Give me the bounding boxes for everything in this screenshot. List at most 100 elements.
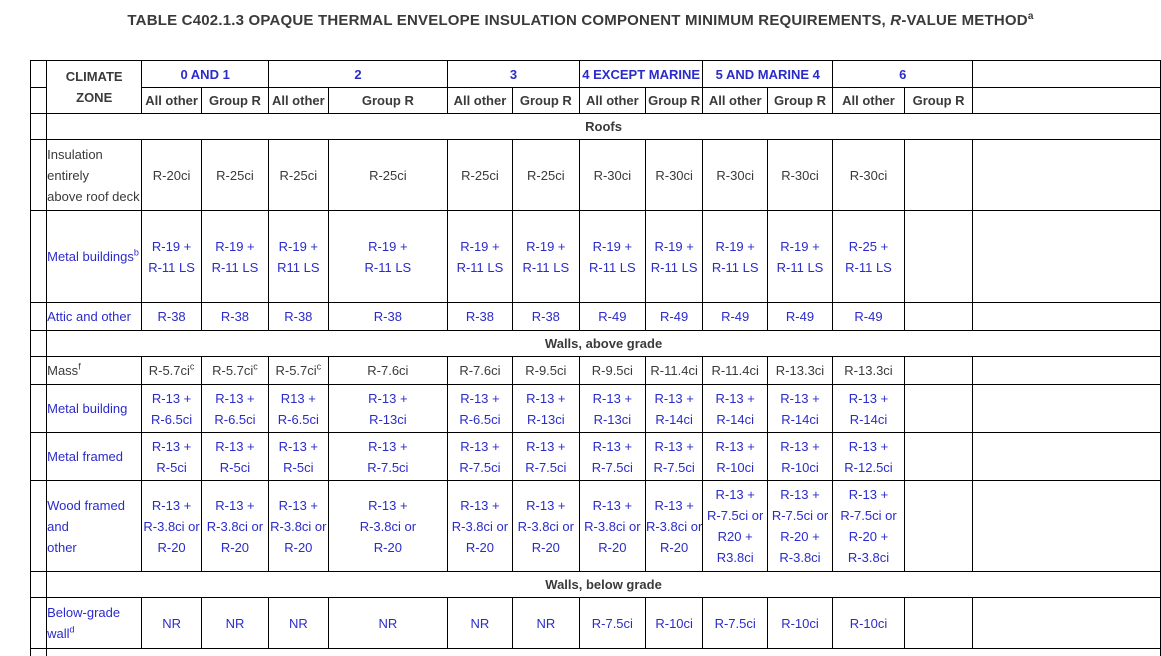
value-cell [903,302,974,331]
value-cell [903,139,974,211]
value-cell: R-13 + R-7.5ci [644,432,704,481]
offscreen-filler-cell [972,432,1161,481]
value-cell [903,356,974,385]
value-cell: R-38 [268,302,329,331]
table-title-italic-r: R [890,12,902,29]
row-label-cell: Metal framed [46,432,143,481]
row-label-cell: Massf [46,356,143,385]
value-cell: R-5.7cic [268,356,329,385]
value-cell: R-13 + R-3.8ci or R-20 [578,480,646,572]
value-cell: R-19 + R11 LS [268,210,329,303]
subgroup-header-5-all-other: All other [702,87,768,114]
subgroup-header-2-all-other: All other [268,87,329,114]
value-cell: R-13 + R-3.8ci or R-20 [511,480,580,572]
zone-header-6: 6 [832,60,974,88]
subgroup-header-2-group-r: Group R [327,87,449,114]
value-cell: R-25ci [511,139,580,211]
value-cell: R-13 + R-5ci [141,432,202,481]
value-cell: R-30ci [766,139,834,211]
value-cell: R-19 + R-11 LS [447,210,513,303]
value-cell: R-10ci [832,597,905,649]
zone-header-1: 0 AND 1 [141,60,269,88]
section-heading: Roofs [46,113,1161,140]
value-cell: R-13 + R-10ci [702,432,768,481]
table-row: Metal buildingsb R-19 + R-11 LS R-19 + R-11 … [29,210,1161,303]
value-cell: R-13 + R-7.5ci or R20 + R3.8ci [702,480,768,572]
value-cell: R-19 + R-11 LS [511,210,580,303]
table-row: Metal building R-13 + R-6.5ci R-13 + R-6.5ci… [29,384,1161,433]
row-label-cell: Metal building [46,384,143,433]
row-label-cell: Wood framed and other [46,480,143,572]
value-cell: R-30ci [832,139,905,211]
offscreen-filler-cell [972,87,1161,114]
value-cell: R-30ci [702,139,768,211]
spacer-cell [29,330,48,357]
spacer-cell [29,648,48,656]
zone-header-2: 2 [267,60,449,88]
value-cell: R-10ci [766,597,834,649]
value-cell: R-13 + R-7.5ci or R-20 + R-3.8ci [832,480,905,572]
value-cell: NR [200,597,270,649]
offscreen-filler-cell [972,139,1161,211]
value-cell: R-20ci [141,139,202,211]
spacer-cell [29,87,48,114]
row-label-cell: Attic and other [46,302,143,331]
value-cell: R-13 + R-7.5ci [447,432,513,481]
subgroup-header-3-all-other: All other [447,87,513,114]
section-heading: Walls, above grade [46,330,1161,357]
partial-bottom-section-heading [46,648,1161,656]
value-cell: R-25ci [268,139,329,211]
value-cell: R13 + R-6.5ci [268,384,329,433]
offscreen-filler-cell [972,597,1161,649]
value-cell: R-9.5ci [511,356,580,385]
subgroup-header-6-group-r: Group R [903,87,974,114]
value-cell [903,384,974,433]
offscreen-filler-cell [972,384,1161,433]
value-cell: R-13.3ci [832,356,905,385]
value-cell: R-25ci [200,139,270,211]
spacer-cell [29,384,48,433]
value-cell: R-25ci [327,139,449,211]
value-cell: R-38 [511,302,580,331]
table-row: Wood framed and other R-13 + R-3.8ci or R-20 R… [29,480,1161,572]
spacer-cell [29,480,48,572]
table-title-footnote-marker: a [1027,11,1034,22]
value-cell [903,432,974,481]
value-cell: R-38 [327,302,449,331]
subgroup-header-4-all-other: All other [578,87,646,114]
value-cell: R-13 + R-5ci [200,432,270,481]
climate-zone-header: CLIMATE ZONE [46,60,143,114]
value-cell: R-38 [200,302,270,331]
value-cell: R-25ci [447,139,513,211]
value-cell: R-13 + R-12.5ci [832,432,905,481]
value-cell: R-13 + R-3.8ci or R-20 [447,480,513,572]
row-label-cell: Below-grade walld [46,597,143,649]
spacer-cell [29,571,48,598]
section-heading: Walls, below grade [46,571,1161,598]
value-cell: R-49 [702,302,768,331]
spacer-cell [29,60,48,88]
row-label-cell: Insulation entirely above roof deck [46,139,143,211]
value-cell: R-13 + R-13ci [327,384,449,433]
value-cell: R-13 + R-7.5ci [327,432,449,481]
subgroup-header-5-group-r: Group R [766,87,834,114]
value-cell: NR [511,597,580,649]
value-cell: R-13 + R-7.5ci or R-20 + R-3.8ci [766,480,834,572]
value-cell: R-38 [447,302,513,331]
value-cell: R-13 + R-3.8ci or R-20 [268,480,329,572]
spacer-cell [29,139,48,211]
zone-header-5: 5 AND MARINE 4 [702,60,834,88]
table-row: Insulation entirely above roof deck R-20ci R… [29,139,1161,211]
table-title: TABLE C402.1.3 OPAQUE THERMAL ENVELOPE I… [0,11,1161,30]
offscreen-filler-cell [972,356,1161,385]
subgroup-header-6-all-other: All other [832,87,905,114]
spacer-cell [29,597,48,649]
value-cell: R-13 + R-14ci [832,384,905,433]
value-cell: R-19 + R-11 LS [578,210,646,303]
value-cell: R-30ci [644,139,704,211]
value-cell: R-19 + R-11 LS [327,210,449,303]
value-cell: NR [447,597,513,649]
value-cell: R-49 [832,302,905,331]
offscreen-filler-cell [972,60,1161,88]
